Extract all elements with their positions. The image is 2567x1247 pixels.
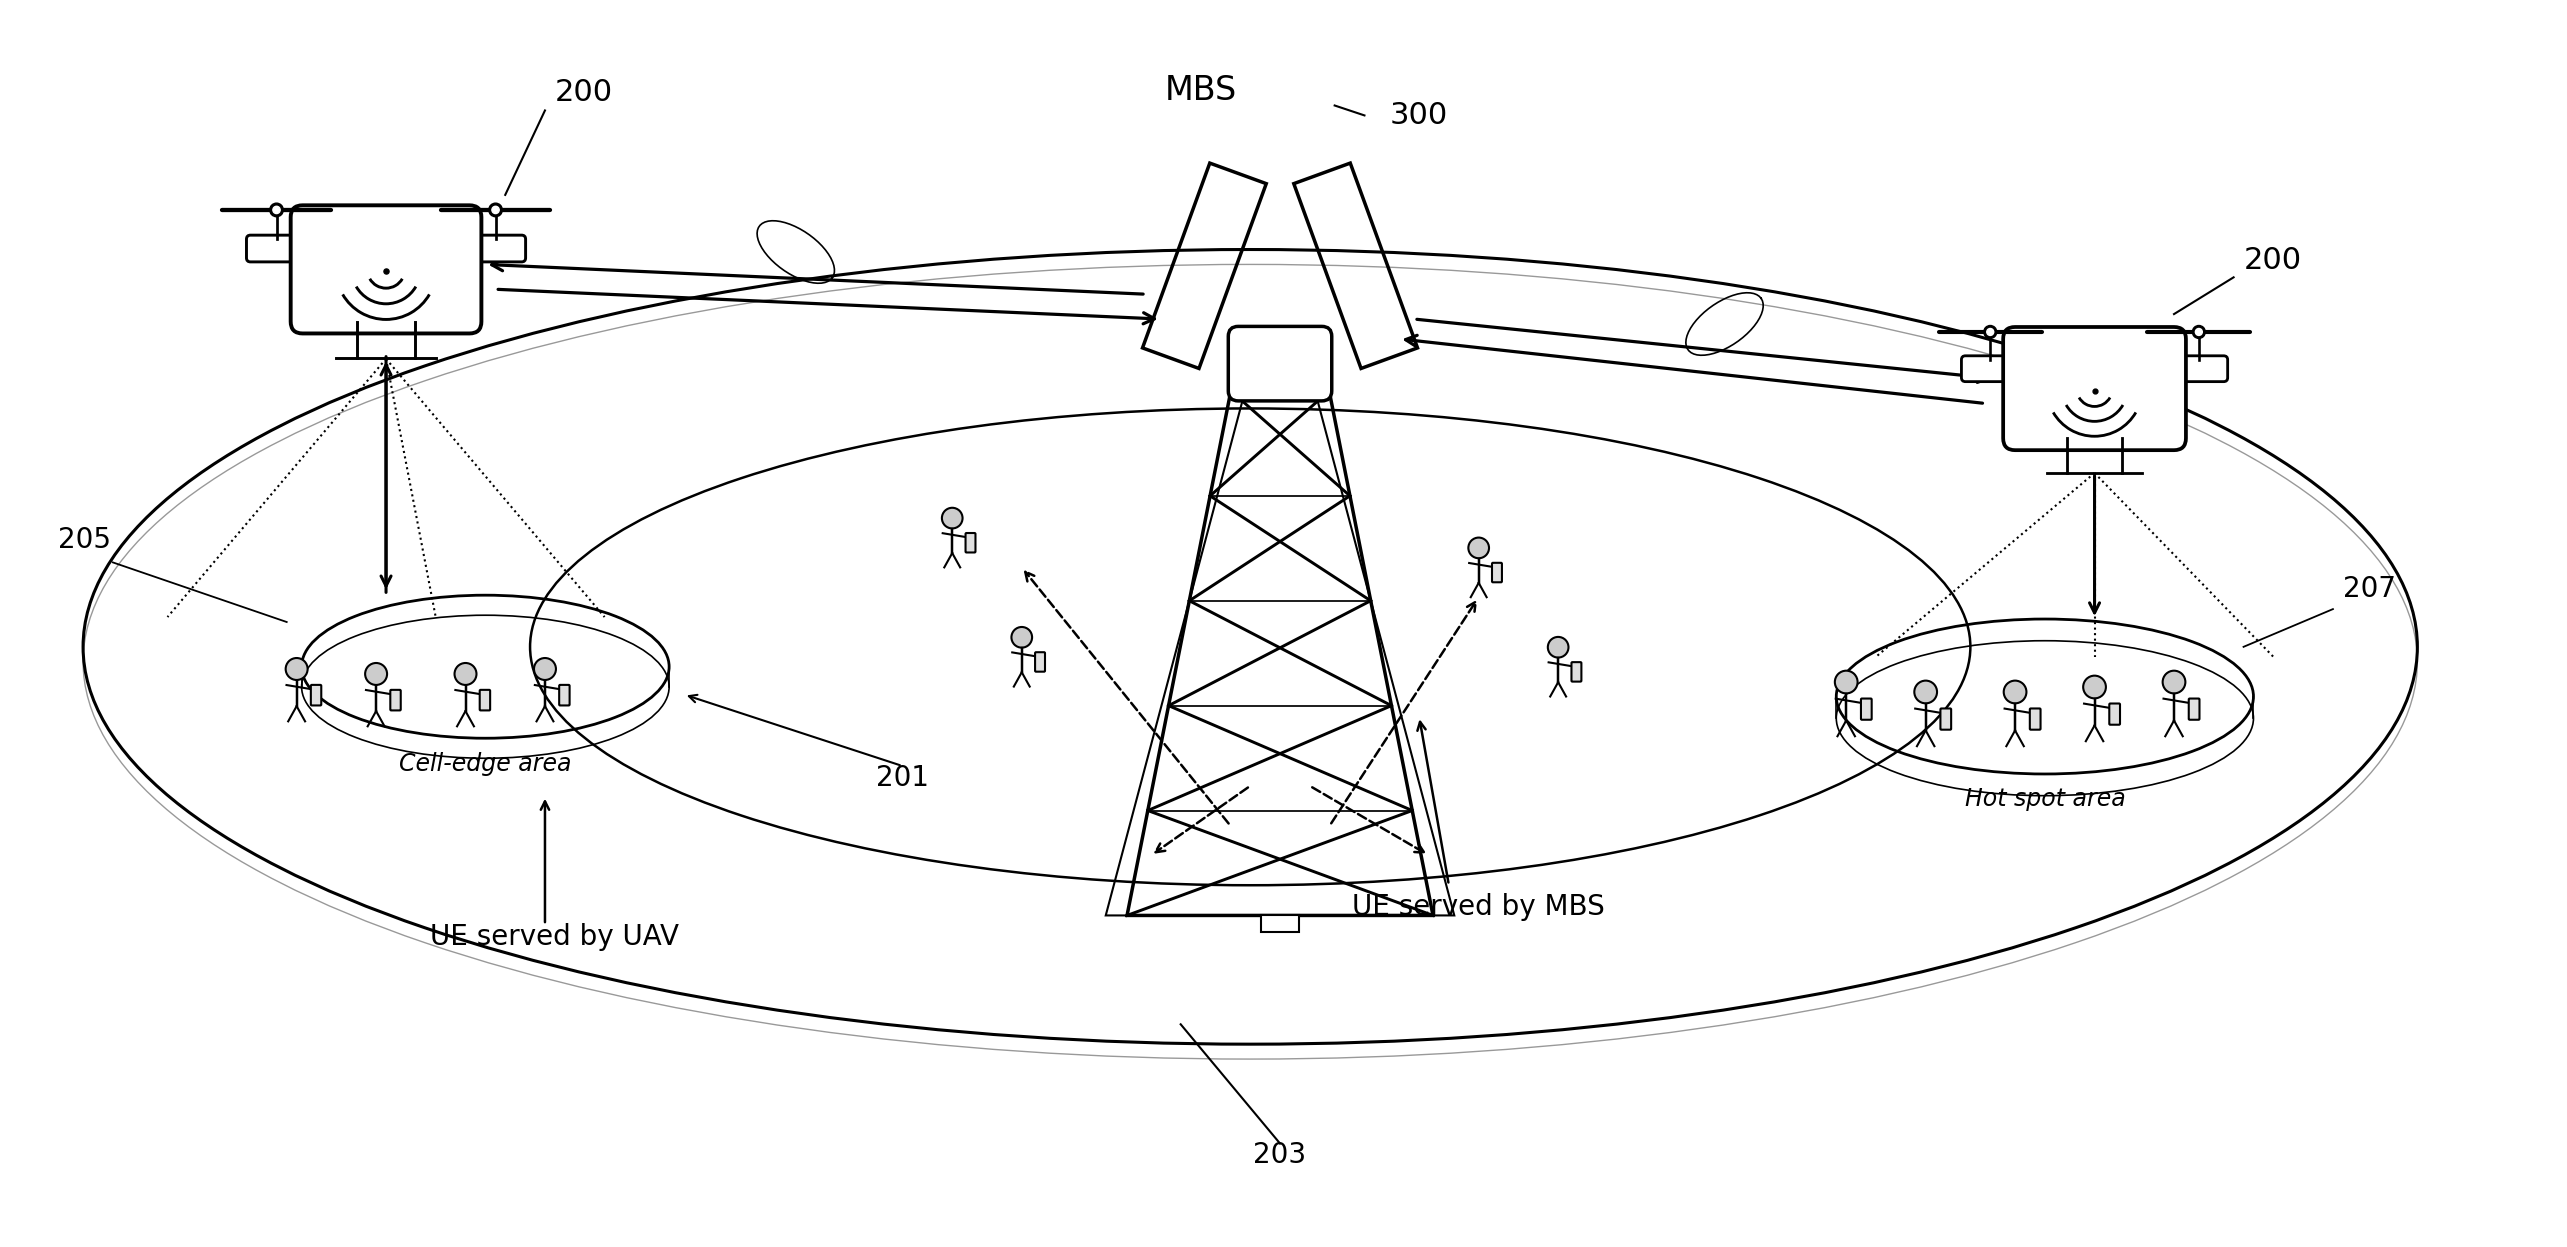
- Circle shape: [1915, 681, 1938, 703]
- Text: 207: 207: [2344, 575, 2395, 604]
- FancyBboxPatch shape: [246, 236, 305, 262]
- Circle shape: [493, 206, 498, 213]
- FancyBboxPatch shape: [965, 532, 975, 552]
- Text: 200: 200: [2244, 247, 2303, 276]
- Text: 205: 205: [59, 525, 110, 554]
- FancyBboxPatch shape: [2002, 327, 2187, 450]
- Text: MBS: MBS: [1165, 74, 1237, 107]
- FancyBboxPatch shape: [2190, 698, 2200, 720]
- Circle shape: [1468, 537, 1489, 559]
- Text: Hot spot area: Hot spot area: [1964, 787, 2125, 811]
- FancyBboxPatch shape: [290, 206, 483, 333]
- FancyBboxPatch shape: [311, 685, 321, 706]
- Circle shape: [1835, 671, 1859, 693]
- FancyBboxPatch shape: [1260, 915, 1299, 932]
- Circle shape: [534, 658, 557, 680]
- Text: UE served by MBS: UE served by MBS: [1353, 893, 1604, 922]
- Circle shape: [1987, 328, 1995, 335]
- Circle shape: [2084, 676, 2105, 698]
- Text: 201: 201: [875, 764, 929, 792]
- Circle shape: [1548, 637, 1568, 657]
- Text: 300: 300: [1389, 101, 1448, 130]
- FancyBboxPatch shape: [1961, 355, 2020, 382]
- FancyBboxPatch shape: [2169, 355, 2228, 382]
- Circle shape: [1984, 325, 1997, 338]
- FancyBboxPatch shape: [480, 690, 490, 711]
- FancyBboxPatch shape: [390, 690, 400, 711]
- FancyBboxPatch shape: [2110, 703, 2120, 725]
- Circle shape: [454, 663, 477, 685]
- Circle shape: [2195, 328, 2202, 335]
- Text: Cell-edge area: Cell-edge area: [398, 752, 572, 776]
- Circle shape: [270, 203, 282, 217]
- Circle shape: [2005, 681, 2025, 703]
- FancyBboxPatch shape: [465, 236, 526, 262]
- FancyBboxPatch shape: [1035, 652, 1045, 672]
- Text: 200: 200: [554, 77, 614, 106]
- Circle shape: [942, 508, 963, 529]
- FancyBboxPatch shape: [1861, 698, 1871, 720]
- FancyBboxPatch shape: [1491, 562, 1502, 582]
- Circle shape: [1011, 627, 1032, 647]
- Circle shape: [272, 206, 280, 213]
- FancyBboxPatch shape: [2030, 708, 2041, 729]
- FancyBboxPatch shape: [1941, 708, 1951, 729]
- FancyBboxPatch shape: [1571, 662, 1581, 682]
- Text: 203: 203: [1253, 1141, 1307, 1170]
- FancyBboxPatch shape: [560, 685, 570, 706]
- Circle shape: [488, 203, 503, 217]
- Circle shape: [2192, 325, 2205, 338]
- Circle shape: [285, 658, 308, 680]
- Circle shape: [2161, 671, 2185, 693]
- Text: UE served by UAV: UE served by UAV: [431, 923, 680, 951]
- Circle shape: [365, 663, 388, 685]
- FancyBboxPatch shape: [1227, 327, 1332, 400]
